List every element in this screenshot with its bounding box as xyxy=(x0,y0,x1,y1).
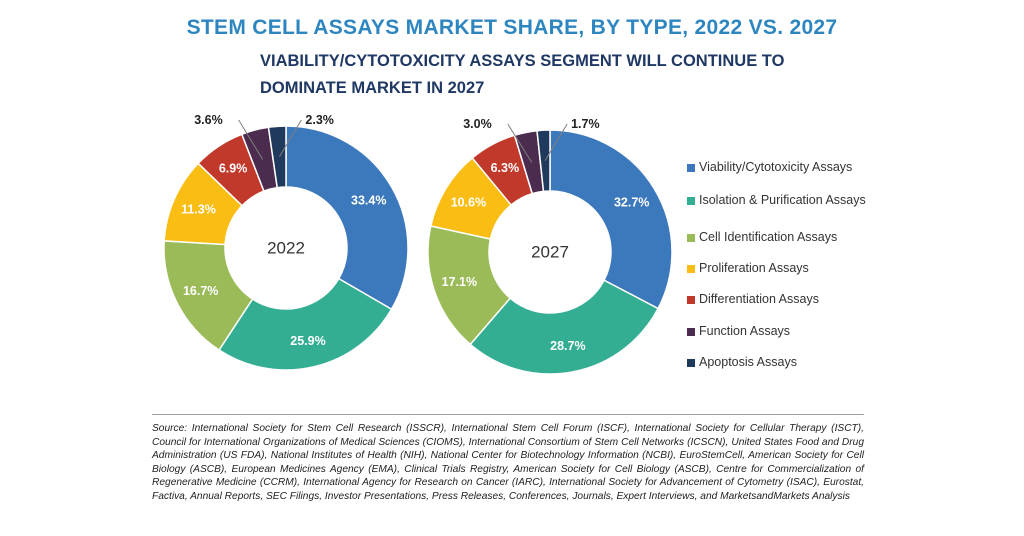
leader-line-2022-apoptosis xyxy=(278,119,302,157)
center-label-2022: 2022 xyxy=(267,239,305,258)
data-label-2022-isolation: 25.9% xyxy=(290,334,325,348)
source-note: Source: International Society for Stem C… xyxy=(152,414,864,504)
legend-swatch xyxy=(687,328,695,336)
data-label-2022-function: 3.6% xyxy=(194,113,223,127)
leader-line-2027-function xyxy=(507,123,533,163)
data-label-2022-apoptosis: 2.3% xyxy=(305,113,334,127)
legend-label: Function Assays xyxy=(699,324,791,338)
leader-line-2022-function xyxy=(238,119,264,160)
legend-swatch xyxy=(687,164,695,172)
legend-swatch xyxy=(687,234,695,242)
legend-label: Proliferation Assays xyxy=(699,261,809,275)
legend-item-differentiation: Differentiation Assays xyxy=(687,292,877,307)
legend-item-proliferation: Proliferation Assays xyxy=(687,261,877,276)
legend-label: Differentiation Assays xyxy=(699,292,819,306)
legend-label: Apoptosis Assays xyxy=(699,355,797,369)
data-label-2027-viability: 32.7% xyxy=(614,196,649,210)
center-label-2027: 2027 xyxy=(531,243,569,262)
legend-item-apoptosis: Apoptosis Assays xyxy=(687,355,877,370)
legend-label: Cell Identification Assays xyxy=(699,230,838,244)
data-label-2027-function: 3.0% xyxy=(463,117,492,131)
slice-2022-viability xyxy=(285,125,409,311)
legend-swatch xyxy=(687,197,695,205)
donut-chart-2022: 33.4% 25.9% 16.7% 11.3% 6.9% 3.6% 2.3% xyxy=(163,113,409,371)
slice-2027-apoptosis xyxy=(536,129,551,193)
leader-line-2027-apoptosis xyxy=(544,123,568,161)
data-label-2027-cell-identification: 17.1% xyxy=(442,275,477,289)
chart-title: STEM CELL ASSAYS MARKET SHARE, BY TYPE, … xyxy=(186,16,838,39)
legend-swatch xyxy=(687,359,695,367)
slice-2022-apoptosis xyxy=(267,125,287,189)
data-label-2022-differentiation: 6.9% xyxy=(219,161,248,175)
data-label-2027-proliferation: 10.6% xyxy=(451,195,486,209)
legend-label: Isolation & Purification Assays xyxy=(699,193,866,207)
data-label-2022-viability: 33.4% xyxy=(351,193,386,207)
data-label-2022-proliferation: 11.3% xyxy=(181,203,216,217)
data-label-2027-isolation: 28.7% xyxy=(550,339,585,353)
data-label-2022-cell-identification: 16.7% xyxy=(183,284,218,298)
legend-swatch xyxy=(687,296,695,304)
legend-item-isolation: Isolation & Purification Assays xyxy=(687,193,877,208)
legend-item-function: Function Assays xyxy=(687,324,877,339)
legend-item-cell-identification: Cell Identification Assays xyxy=(687,230,877,245)
slice-2027-viability xyxy=(549,129,673,310)
donut-chart-2027: 32.7% 28.7% 17.1% 10.6% 6.3% 3.0% 1.7% xyxy=(427,117,673,375)
slice-2027-isolation xyxy=(469,279,660,375)
data-label-2027-differentiation: 6.3% xyxy=(491,161,520,175)
legend-label: Viability/Cytotoxicity Assays xyxy=(699,160,853,174)
chart-subtitle: VIABILITY/CYTOTOXICITY ASSAYS SEGMENT WI… xyxy=(260,52,785,97)
slice-2022-isolation xyxy=(218,277,393,371)
data-label-2027-apoptosis: 1.7% xyxy=(571,117,600,131)
legend-item-viability: Viability/Cytotoxicity Assays xyxy=(687,160,877,175)
legend-swatch xyxy=(687,265,695,273)
